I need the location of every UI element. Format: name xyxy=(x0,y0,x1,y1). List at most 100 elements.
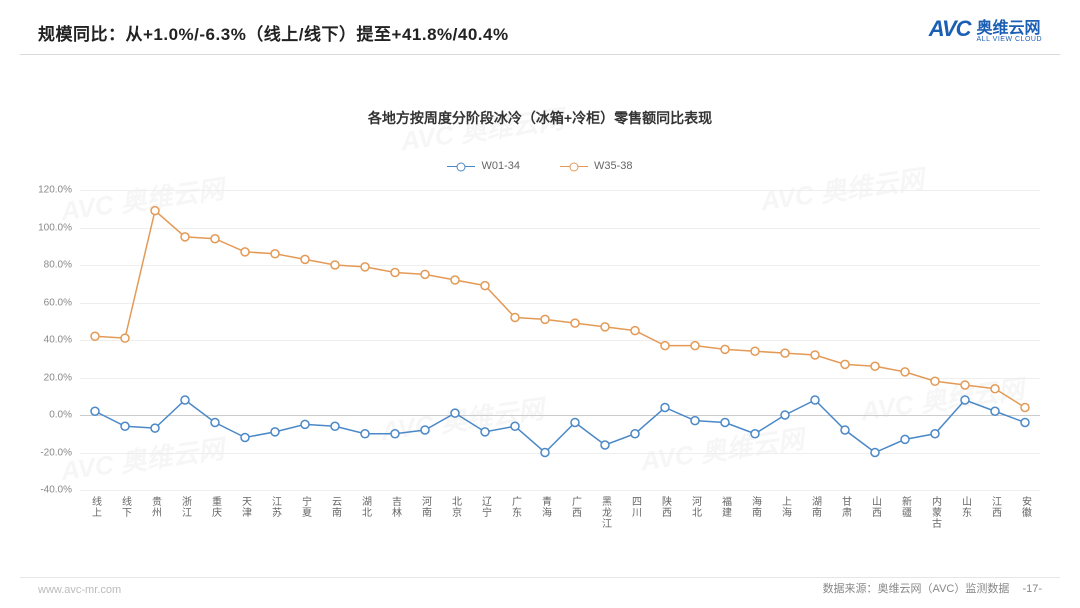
series-marker xyxy=(1021,419,1029,427)
series-marker xyxy=(361,430,369,438)
series-marker xyxy=(601,441,609,449)
plot-svg xyxy=(80,190,1040,490)
x-axis-label: 贵州 xyxy=(148,496,163,518)
x-axis-label: 重庆 xyxy=(208,496,223,518)
series-marker xyxy=(91,407,99,415)
series-marker xyxy=(811,351,819,359)
series-marker xyxy=(871,362,879,370)
x-axis-label: 宁夏 xyxy=(298,496,313,518)
x-axis-label: 安徽 xyxy=(1018,496,1033,518)
x-axis-label: 山东 xyxy=(958,496,973,518)
y-axis-label: 120.0% xyxy=(12,185,72,196)
series-marker xyxy=(781,349,789,357)
series-marker xyxy=(871,449,879,457)
footer-url: www.avc-mr.com xyxy=(38,584,121,596)
x-axis-label: 线下 xyxy=(118,496,133,518)
x-axis-label: 内蒙古 xyxy=(928,496,943,529)
series-marker xyxy=(421,426,429,434)
y-axis-label: 0.0% xyxy=(12,410,72,421)
x-axis-label: 吉林 xyxy=(388,496,403,518)
series-marker xyxy=(481,428,489,436)
series-marker xyxy=(631,430,639,438)
x-axis-label: 新疆 xyxy=(898,496,913,518)
x-axis-label: 江苏 xyxy=(268,496,283,518)
logo-mark: AVC xyxy=(929,16,971,42)
x-axis-label: 山西 xyxy=(868,496,883,518)
series-marker xyxy=(241,434,249,442)
series-marker xyxy=(181,233,189,241)
x-axis-label: 福建 xyxy=(718,496,733,518)
legend-swatch-icon xyxy=(447,166,475,167)
x-axis-label: 湖南 xyxy=(808,496,823,518)
series-marker xyxy=(151,424,159,432)
series-marker xyxy=(271,428,279,436)
series-marker xyxy=(121,334,129,342)
x-axis-label: 辽宁 xyxy=(478,496,493,518)
x-axis-label: 青海 xyxy=(538,496,553,518)
series-marker xyxy=(211,235,219,243)
series-marker xyxy=(631,327,639,335)
series-marker xyxy=(841,360,849,368)
series-marker xyxy=(811,396,819,404)
x-axis-label: 天津 xyxy=(238,496,253,518)
series-marker xyxy=(91,332,99,340)
y-axis-label: -40.0% xyxy=(12,485,72,496)
x-axis-label: 四川 xyxy=(628,496,643,518)
series-marker xyxy=(361,263,369,271)
series-marker xyxy=(661,342,669,350)
legend-label: W01-34 xyxy=(481,160,520,172)
series-marker xyxy=(541,315,549,323)
series-marker xyxy=(781,411,789,419)
series-marker xyxy=(391,269,399,277)
series-marker xyxy=(451,276,459,284)
footer-source-wrap: 数据来源：奥维云网（AVC）监测数据 -17- xyxy=(823,580,1042,596)
y-axis-label: 20.0% xyxy=(12,372,72,383)
x-axis-label: 广东 xyxy=(508,496,523,518)
legend-item: W35-38 xyxy=(560,160,633,172)
header-rule xyxy=(20,54,1060,55)
y-axis-label: 60.0% xyxy=(12,297,72,308)
series-marker xyxy=(331,422,339,430)
series-marker xyxy=(571,319,579,327)
legend-swatch-icon xyxy=(560,166,588,167)
series-marker xyxy=(451,409,459,417)
series-marker xyxy=(961,381,969,389)
header: 规模同比：从+1.0%/-6.3%（线上/线下）提至+41.8%/40.4% A… xyxy=(0,0,1080,56)
series-marker xyxy=(211,419,219,427)
x-axis-label: 甘肃 xyxy=(838,496,853,518)
chart-area: -40.0%-20.0%0.0%20.0%40.0%60.0%80.0%100.… xyxy=(80,190,1040,530)
series-marker xyxy=(691,342,699,350)
x-axis-label: 海南 xyxy=(748,496,763,518)
x-axis-label: 黑龙江 xyxy=(598,496,613,529)
y-axis-label: 40.0% xyxy=(12,335,72,346)
series-marker xyxy=(481,282,489,290)
series-marker xyxy=(721,345,729,353)
series-marker xyxy=(841,426,849,434)
series-marker xyxy=(301,420,309,428)
series-marker xyxy=(931,430,939,438)
series-marker xyxy=(301,255,309,263)
series-marker xyxy=(391,430,399,438)
logo-cn: 奥维云网 xyxy=(977,20,1041,37)
series-marker xyxy=(1021,404,1029,412)
series-marker xyxy=(151,207,159,215)
x-axis-label: 陕西 xyxy=(658,496,673,518)
x-axis-label: 北京 xyxy=(448,496,463,518)
series-marker xyxy=(931,377,939,385)
x-axis-label: 湖北 xyxy=(358,496,373,518)
x-axis-label: 线上 xyxy=(88,496,103,518)
footer-rule xyxy=(20,577,1060,578)
y-axis-label: 80.0% xyxy=(12,260,72,271)
series-marker xyxy=(601,323,609,331)
y-axis-label: 100.0% xyxy=(12,222,72,233)
page-title: 规模同比：从+1.0%/-6.3%（线上/线下）提至+41.8%/40.4% xyxy=(38,20,509,45)
series-marker xyxy=(991,385,999,393)
series-marker xyxy=(901,435,909,443)
series-marker xyxy=(751,430,759,438)
series-marker xyxy=(901,368,909,376)
series-marker xyxy=(571,419,579,427)
series-marker xyxy=(751,347,759,355)
x-axis-label: 河北 xyxy=(688,496,703,518)
y-axis-label: -20.0% xyxy=(12,447,72,458)
x-axis-label: 云南 xyxy=(328,496,343,518)
